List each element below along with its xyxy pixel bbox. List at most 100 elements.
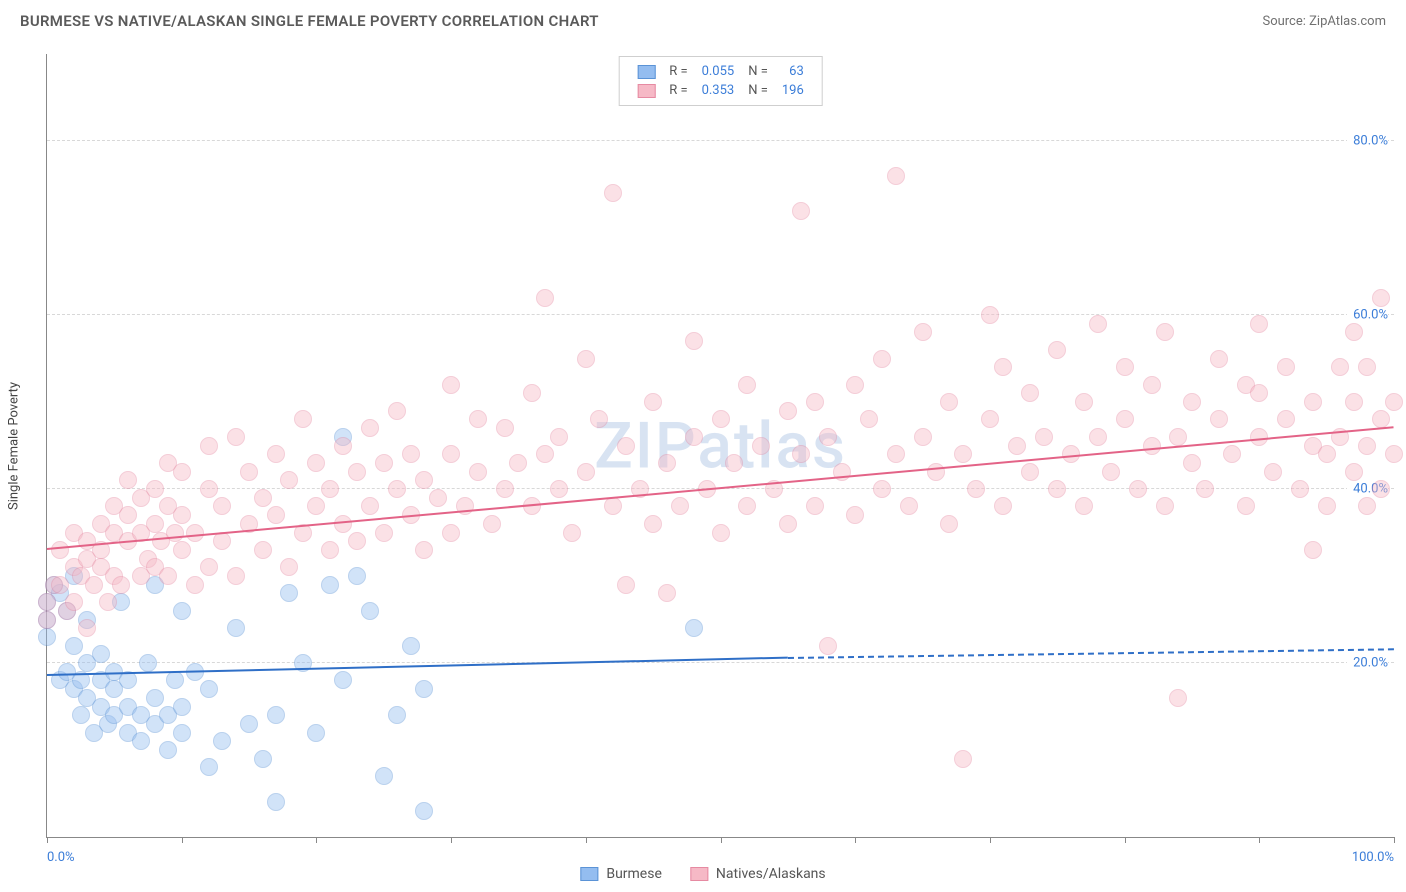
data-point-natives	[1372, 410, 1390, 428]
correlation-legend: R =0.055N =63R =0.353N =196	[618, 56, 823, 106]
y-axis-title: Single Female Poverty	[7, 382, 22, 510]
data-point-natives	[806, 497, 824, 515]
data-point-natives	[887, 167, 905, 185]
data-point-natives	[1048, 480, 1066, 498]
data-point-natives	[254, 489, 272, 507]
data-point-natives	[240, 463, 258, 481]
data-point-natives	[604, 184, 622, 202]
data-point-natives	[213, 532, 231, 550]
data-point-natives	[577, 350, 595, 368]
data-point-natives	[536, 445, 554, 463]
data-point-natives	[725, 454, 743, 472]
data-point-natives	[792, 445, 810, 463]
data-point-natives	[254, 541, 272, 559]
data-point-natives	[321, 480, 339, 498]
data-point-natives	[334, 437, 352, 455]
legend-row-burmese: R =0.055N =63	[631, 63, 810, 80]
data-point-natives	[361, 497, 379, 515]
chart-header: BURMESE VS NATIVE/ALASKAN SINGLE FEMALE …	[0, 0, 1406, 38]
data-point-natives	[1156, 323, 1174, 341]
data-point-natives	[1102, 463, 1120, 481]
y-tick-label: 60.0%	[1347, 308, 1388, 323]
scatter-chart: ZIPatlas R =0.055N =63R =0.353N =196 20.…	[46, 54, 1394, 838]
data-point-natives	[442, 445, 460, 463]
data-point-natives	[483, 515, 501, 533]
data-point-natives	[873, 480, 891, 498]
data-point-natives	[294, 410, 312, 428]
data-point-burmese	[200, 680, 218, 698]
x-tick	[586, 837, 587, 843]
data-point-natives	[563, 524, 581, 542]
data-point-burmese	[321, 576, 339, 594]
data-point-natives	[509, 454, 527, 472]
data-point-burmese	[685, 619, 703, 637]
data-point-natives	[65, 593, 83, 611]
data-point-natives	[307, 454, 325, 472]
data-point-natives	[914, 428, 932, 446]
data-point-natives	[375, 524, 393, 542]
data-point-burmese	[361, 602, 379, 620]
data-point-natives	[1129, 480, 1147, 498]
data-point-burmese	[240, 715, 258, 733]
data-point-natives	[348, 532, 366, 550]
data-point-natives	[1143, 376, 1161, 394]
data-point-natives	[173, 506, 191, 524]
x-tick	[451, 837, 452, 843]
x-tick	[1394, 837, 1395, 843]
data-point-natives	[361, 419, 379, 437]
data-point-natives	[1250, 315, 1268, 333]
data-point-natives	[51, 576, 69, 594]
data-point-natives	[523, 384, 541, 402]
data-point-natives	[38, 593, 56, 611]
data-point-burmese	[334, 671, 352, 689]
data-point-natives	[119, 471, 137, 489]
data-point-natives	[1304, 393, 1322, 411]
data-point-burmese	[348, 567, 366, 585]
data-point-natives	[1385, 393, 1403, 411]
legend-item-burmese: Burmese	[580, 866, 662, 882]
data-point-natives	[644, 515, 662, 533]
data-point-natives	[900, 497, 918, 515]
trend-line	[47, 657, 788, 676]
data-point-natives	[1048, 341, 1066, 359]
data-point-natives	[685, 332, 703, 350]
trend-line	[788, 648, 1394, 659]
source-name: ZipAtlas.com	[1309, 14, 1386, 29]
data-point-natives	[1304, 541, 1322, 559]
data-point-burmese	[173, 602, 191, 620]
data-point-natives	[1345, 463, 1363, 481]
data-point-natives	[38, 611, 56, 629]
data-point-natives	[940, 515, 958, 533]
data-point-natives	[1156, 497, 1174, 515]
data-point-natives	[860, 410, 878, 428]
data-point-natives	[1331, 358, 1349, 376]
data-point-natives	[887, 445, 905, 463]
grid-line	[47, 140, 1394, 141]
data-point-natives	[577, 463, 595, 481]
data-point-natives	[348, 463, 366, 481]
data-point-natives	[967, 480, 985, 498]
data-point-natives	[981, 410, 999, 428]
data-point-burmese	[159, 741, 177, 759]
data-point-natives	[819, 637, 837, 655]
data-point-natives	[1210, 350, 1228, 368]
data-point-natives	[1385, 445, 1403, 463]
data-point-natives	[550, 480, 568, 498]
data-point-natives	[469, 410, 487, 428]
data-point-natives	[954, 445, 972, 463]
data-point-natives	[173, 463, 191, 481]
data-point-burmese	[72, 706, 90, 724]
data-point-natives	[227, 567, 245, 585]
data-point-natives	[671, 497, 689, 515]
data-point-natives	[752, 437, 770, 455]
data-point-natives	[186, 524, 204, 542]
data-point-natives	[658, 584, 676, 602]
data-point-burmese	[132, 732, 150, 750]
data-point-natives	[1089, 428, 1107, 446]
data-point-natives	[200, 437, 218, 455]
data-point-natives	[1372, 480, 1390, 498]
data-point-burmese	[38, 628, 56, 646]
data-point-natives	[927, 463, 945, 481]
data-point-natives	[1075, 393, 1093, 411]
data-point-burmese	[388, 706, 406, 724]
